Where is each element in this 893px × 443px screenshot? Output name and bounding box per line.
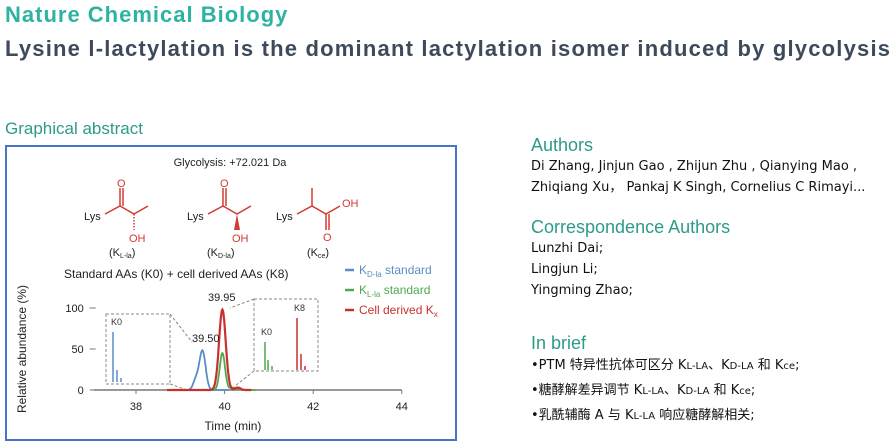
glycolysis-caption: Glycolysis: +72.021 Da <box>174 157 288 169</box>
inset-label-k0: K0 <box>111 317 122 327</box>
hydroxyl-label: OH <box>232 233 249 245</box>
graphical-abstract-figure: Glycolysis: +72.021 Da Lys O OH (KL-la) … <box>5 145 457 441</box>
hydroxyl-label: OH <box>129 233 146 245</box>
x-tick-label: 40 <box>218 401 230 413</box>
inset-left-bars <box>112 332 122 382</box>
correspondence-name: Yingming Zhao; <box>531 283 633 298</box>
journal-name: Nature Chemical Biology <box>5 2 289 27</box>
authors-section: Authors Di Zhang, Jinjun Gao , Zhijun Zh… <box>531 135 865 198</box>
structure-kl-la: Lys O OH (KL-la) <box>84 178 149 260</box>
article-title: Lysine l-lactylation is the dominant lac… <box>5 36 892 61</box>
structure-label-kce: (Kce) <box>307 247 329 260</box>
lys-label: Lys <box>84 211 101 223</box>
legend-entry: KD-la standard <box>359 263 432 279</box>
inset-label-k0: K0 <box>261 327 272 337</box>
lys-label: Lys <box>187 211 204 223</box>
inset-label-k8: K8 <box>294 303 305 313</box>
chromatogram-traces <box>167 307 256 392</box>
oxygen-label: O <box>220 178 229 190</box>
brief-section: In brief •PTM 特异性抗体可区分 KL-LA、KD-LA 和 Kce… <box>531 333 799 429</box>
brief-item: •PTM 特异性抗体可区分 KL-LA、KD-LA 和 Kce; <box>531 358 800 373</box>
oxygen-label: O <box>323 232 332 244</box>
legend-entry: Cell derived Kx <box>359 303 438 319</box>
lys-label: Lys <box>276 211 293 223</box>
structure-label-kd-la: (KD-la) <box>207 247 235 260</box>
brief-item: •乳酰辅酶 A 与 KL-LA 响应糖酵解相关; <box>531 408 755 423</box>
graphical-abstract-svg: Glycolysis: +72.021 Da Lys O OH (KL-la) … <box>15 157 438 433</box>
y-tick-label: 0 <box>78 385 84 397</box>
correspondence-section: Correspondence Authors Lunzhi Dai; Lingj… <box>531 217 730 301</box>
x-tick-label: 42 <box>307 401 319 413</box>
x-tick-label: 44 <box>396 401 408 413</box>
oxygen-label: O <box>117 178 126 190</box>
brief-heading: In brief <box>531 333 587 353</box>
series-trace-2 <box>167 307 252 392</box>
chart-subtitle: Standard AAs (K0) + cell derived AAs (K8… <box>64 267 288 281</box>
correspondence-name: Lunzhi Dai; <box>531 241 604 256</box>
brief-item: •糖酵解差异调节 KL-LA、KD-LA 和 Kce; <box>531 383 756 398</box>
legend-entry: KL-la standard <box>359 283 430 299</box>
authors-line: Di Zhang, Jinjun Gao , Zhijun Zhu , Qian… <box>531 159 858 174</box>
graphical-abstract-label: Graphical abstract <box>5 119 143 138</box>
peak-annotation-39-50: 39.50 <box>192 333 220 345</box>
y-axis-label: Relative abundance (%) <box>15 285 29 413</box>
chart-axes: 38 40 42 44 0 50 100 <box>65 303 408 413</box>
hydroxyl-label: OH <box>342 198 359 210</box>
x-tick-label: 38 <box>130 401 142 413</box>
chart-legend: KD-la standard KL-la standard Cell derived… <box>345 263 438 319</box>
structure-label-kl-la: (KL-la) <box>109 247 135 260</box>
correspondence-name: Lingjun Li; <box>531 262 598 277</box>
inset-right-bars <box>264 318 306 370</box>
structure-kd-la: Lys O OH (KD-la) <box>187 178 252 260</box>
structure-kce: Lys OH O (Kce) <box>276 188 359 260</box>
y-tick-label: 50 <box>71 344 83 356</box>
authors-heading: Authors <box>531 135 594 155</box>
x-axis-label: Time (min) <box>205 419 262 433</box>
authors-line: Zhiqiang Xu， Pankaj K Singh, Cornelius C… <box>531 180 866 195</box>
y-tick-label: 100 <box>65 303 83 315</box>
peak-annotation-39-95: 39.95 <box>208 292 236 304</box>
correspondence-heading: Correspondence Authors <box>531 217 731 237</box>
inset-right <box>229 298 319 387</box>
